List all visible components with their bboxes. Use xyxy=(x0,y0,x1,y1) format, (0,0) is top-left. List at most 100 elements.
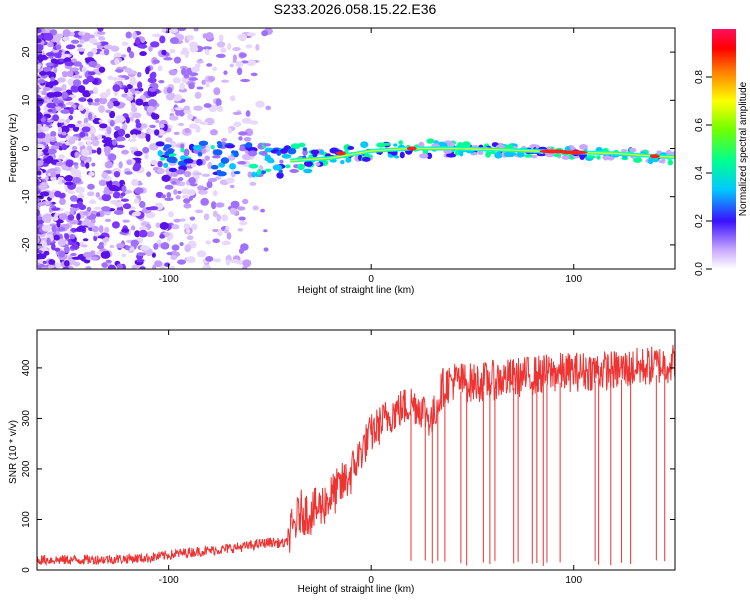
spectrogram-cell xyxy=(87,183,95,190)
spectrogram-cell xyxy=(114,125,121,131)
spectrogram-cell xyxy=(192,144,203,151)
spectrogram-cell xyxy=(260,170,267,175)
spectrogram-cell xyxy=(150,159,158,166)
spectrogram-cell xyxy=(111,100,121,107)
spectrogram-cell xyxy=(245,44,253,49)
colorbar-tick-label: 0.8 xyxy=(694,70,705,84)
spectrogram-cell xyxy=(97,245,105,250)
spectrogram-cell xyxy=(145,206,152,211)
spectrogram-cell xyxy=(279,159,284,164)
spectrogram-cell xyxy=(633,157,643,163)
spectrogram-cell xyxy=(88,90,95,94)
spectrogram-cell xyxy=(183,148,190,157)
y-tick-label: 20 xyxy=(21,46,32,58)
spectrogram-cell xyxy=(165,137,173,143)
colorbar: 0.0 0.2 0.4 0.6 0.8 Normalized spectral ampl… xyxy=(694,29,749,276)
spectrogram-cell xyxy=(97,235,106,239)
spectrogram-cell xyxy=(159,221,169,230)
spectrogram-cell xyxy=(215,98,222,107)
spectrogram-cell xyxy=(248,150,258,157)
spectrogram-cell xyxy=(97,28,104,32)
spectrogram-cell xyxy=(46,92,56,98)
spectrogram-cell xyxy=(58,126,63,135)
spectrogram-cell xyxy=(315,162,321,167)
spectrogram-cell xyxy=(173,94,183,102)
spectrogram-cell xyxy=(166,237,171,242)
spectrogram-cell xyxy=(246,59,257,66)
spectrogram-cell xyxy=(90,133,96,140)
spectrogram-cell xyxy=(114,58,120,65)
spectrogram-cell xyxy=(70,227,77,233)
spectrogram-cell xyxy=(247,171,253,178)
spectrogram-cell xyxy=(205,82,210,88)
spectrogram-cell xyxy=(155,141,165,147)
spectrogram-cell xyxy=(302,147,308,152)
spectrogram-cell xyxy=(207,177,218,183)
spectrogram-cell xyxy=(82,122,92,128)
spectrogram-cell xyxy=(61,71,69,76)
spectrogram-cell xyxy=(670,151,675,155)
spectrogram-cell xyxy=(586,155,596,159)
spectrogram-cell xyxy=(104,218,112,222)
spectrogram-cell xyxy=(205,255,214,262)
spectrogram-cell xyxy=(656,150,663,154)
spectrogram-cell xyxy=(255,100,265,108)
spectrogram-cell xyxy=(546,146,552,150)
spectrogram-cell xyxy=(53,67,58,74)
spectrogram-cell xyxy=(120,198,129,202)
spectrogram-cell xyxy=(239,52,247,58)
spectrogram-cell xyxy=(54,33,64,39)
spectrogram-cell xyxy=(51,243,56,251)
spectrogram-cell xyxy=(99,92,109,99)
spectrogram-cell xyxy=(149,41,160,48)
spectrogram-cell xyxy=(126,46,132,53)
x-tick-label: -100 xyxy=(159,575,179,586)
spectrogram-cell xyxy=(188,195,194,201)
spectrogram-cell xyxy=(136,258,145,263)
spectrogram-cell xyxy=(170,28,179,33)
spectrogram-cell xyxy=(229,207,237,215)
spectrogram-cell xyxy=(151,33,162,38)
spectrogram-cell xyxy=(183,105,191,111)
spectrogram-cell xyxy=(179,155,187,161)
spectrogram-cell xyxy=(186,256,196,263)
spectrogram-cell xyxy=(302,149,308,156)
spectrogram-cell xyxy=(91,225,99,233)
spectrogram-cell xyxy=(181,67,187,76)
spectrogram-cell xyxy=(213,87,221,96)
spectrogram-cell xyxy=(477,150,484,155)
spectrogram-cell xyxy=(55,44,62,50)
spectrogram-cell xyxy=(553,153,562,157)
spectrogram-cell xyxy=(232,111,242,115)
spectrogram-cell xyxy=(398,140,403,146)
spectrogram-cell xyxy=(252,205,259,211)
spectrogram-cell xyxy=(130,102,136,108)
spectrogram-cell xyxy=(77,225,86,232)
spectrogram-cell xyxy=(64,61,75,67)
spectrogram-cell xyxy=(81,136,92,141)
spectrogram-cell xyxy=(134,187,144,194)
spectrogram-cell xyxy=(50,76,55,82)
spectrogram-cell xyxy=(157,160,163,168)
spectrogram-cell xyxy=(134,230,141,238)
spectrogram-cell xyxy=(45,62,54,67)
spectrogram-cell xyxy=(340,159,345,165)
snr-xlabel: Height of straight line (km) xyxy=(298,584,415,595)
spectrogram-cell xyxy=(74,123,84,128)
spectrogram-cell xyxy=(142,146,150,154)
spectrogram-cell xyxy=(524,154,533,158)
spectrogram-cell xyxy=(237,34,248,40)
spectrogram-cell xyxy=(37,253,41,260)
spectrogram-cell xyxy=(220,79,230,83)
spectrogram-cell xyxy=(116,242,125,249)
spectrogram-cell xyxy=(163,144,172,149)
spectrogram-cell xyxy=(124,87,129,94)
spectrogram-cell xyxy=(152,264,157,269)
spectrogram-cell xyxy=(183,203,192,209)
spectrogram-cell xyxy=(212,228,220,233)
spectrogram-cell xyxy=(103,44,113,50)
spectrogram-cell xyxy=(109,119,115,127)
spectrogram-cell xyxy=(112,84,121,92)
spectrogram-cell xyxy=(181,194,190,199)
